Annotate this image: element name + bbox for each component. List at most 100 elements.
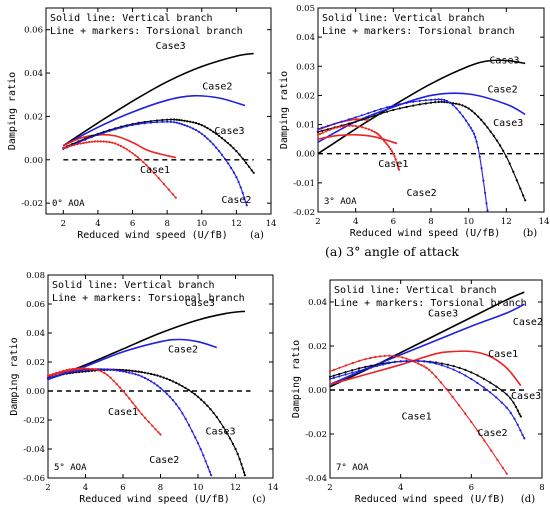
- series-marker: [194, 121, 198, 125]
- series-marker: [505, 472, 508, 475]
- series-marker: [193, 393, 196, 396]
- series-marker: [417, 360, 420, 363]
- series-marker: [140, 375, 143, 378]
- series-line-blue-torsional: [48, 368, 212, 476]
- x-tick-label: 8: [158, 483, 163, 493]
- series-marker: [344, 371, 347, 374]
- series-marker: [51, 373, 55, 376]
- series-marker: [168, 378, 171, 382]
- y-tick-label: 0.04: [308, 298, 327, 308]
- series-marker: [241, 191, 244, 194]
- series-marker: [128, 150, 131, 153]
- series-marker: [437, 98, 440, 101]
- series-marker: [90, 367, 93, 371]
- series-marker: [115, 369, 118, 372]
- series-marker: [181, 385, 184, 388]
- series-marker: [200, 124, 203, 127]
- series-marker: [316, 130, 320, 133]
- case-label: Case3: [156, 41, 186, 52]
- series-marker: [370, 129, 373, 132]
- series-marker: [417, 362, 420, 365]
- series-marker: [248, 165, 251, 168]
- series-marker: [208, 470, 211, 473]
- series-marker: [190, 390, 193, 393]
- series-marker: [516, 409, 520, 412]
- series-marker: [125, 370, 128, 374]
- series-marker: [516, 423, 519, 426]
- series-marker: [440, 362, 443, 365]
- series-marker: [199, 448, 202, 451]
- series-marker: [106, 368, 109, 371]
- series-marker: [250, 169, 253, 172]
- series-marker: [357, 369, 361, 372]
- series-marker: [361, 126, 364, 129]
- series-marker: [196, 395, 200, 398]
- series-marker: [147, 420, 150, 423]
- series-marker: [495, 139, 498, 142]
- plot-frame: [45, 7, 272, 215]
- series-marker: [381, 363, 385, 366]
- series-marker: [143, 371, 146, 374]
- series-marker: [244, 201, 247, 204]
- series-marker: [396, 355, 400, 358]
- series-marker: [203, 125, 206, 128]
- case-label: Case3: [185, 298, 215, 309]
- series-line-blue-torsional: [318, 98, 489, 211]
- series-marker: [328, 128, 331, 131]
- series-marker: [48, 376, 52, 380]
- series-marker: [149, 121, 152, 124]
- series-marker: [81, 369, 84, 372]
- series-marker: [344, 364, 347, 367]
- case-label: Case2: [488, 85, 518, 96]
- series-marker: [150, 372, 153, 376]
- series-marker: [161, 120, 164, 123]
- series-line-black-torsional: [48, 369, 246, 476]
- series-marker: [235, 150, 238, 153]
- series-marker: [165, 392, 168, 395]
- series-marker: [448, 101, 451, 104]
- series-marker: [478, 155, 481, 158]
- series-marker: [397, 166, 400, 170]
- y-tick-label: -0.04: [305, 474, 327, 484]
- series-marker: [180, 123, 183, 126]
- series-marker: [398, 103, 401, 106]
- series-marker: [88, 140, 91, 144]
- series-marker: [420, 364, 423, 367]
- series-marker: [464, 412, 467, 415]
- series-marker: [384, 141, 387, 144]
- series-marker: [505, 393, 508, 396]
- series-marker: [96, 140, 99, 143]
- series-marker: [157, 431, 160, 434]
- series-marker: [142, 161, 145, 164]
- series-marker: [434, 375, 438, 378]
- series-marker: [424, 99, 427, 102]
- series-marker: [378, 134, 381, 137]
- series-marker: [128, 369, 131, 372]
- y-tick-label: 0.01: [296, 121, 315, 131]
- series-marker: [393, 361, 396, 364]
- x-axis-label: Reduced wind speed (U/fB): [355, 494, 506, 505]
- series-marker: [78, 369, 81, 372]
- series-marker: [46, 377, 50, 380]
- series-marker: [210, 474, 213, 477]
- y-tick-label: 0.06: [26, 300, 45, 310]
- series-marker: [397, 168, 401, 171]
- series-marker: [134, 373, 137, 376]
- series-marker: [373, 114, 376, 117]
- series-marker: [489, 130, 492, 133]
- series-marker: [90, 136, 93, 139]
- series-marker: [428, 368, 431, 371]
- series-marker: [451, 395, 454, 398]
- case-label: Case1: [488, 349, 518, 360]
- x-tick-label: 6: [130, 219, 135, 229]
- series-marker: [102, 131, 105, 134]
- case-label: Case2: [407, 188, 437, 199]
- series-marker: [475, 140, 478, 143]
- series-marker: [519, 429, 522, 432]
- series-marker: [392, 108, 395, 112]
- x-tick-label: 4: [83, 483, 88, 493]
- series-marker: [440, 98, 443, 101]
- y-tick-label: -0.01: [293, 179, 315, 189]
- series-marker: [455, 107, 458, 110]
- series-marker: [379, 355, 382, 358]
